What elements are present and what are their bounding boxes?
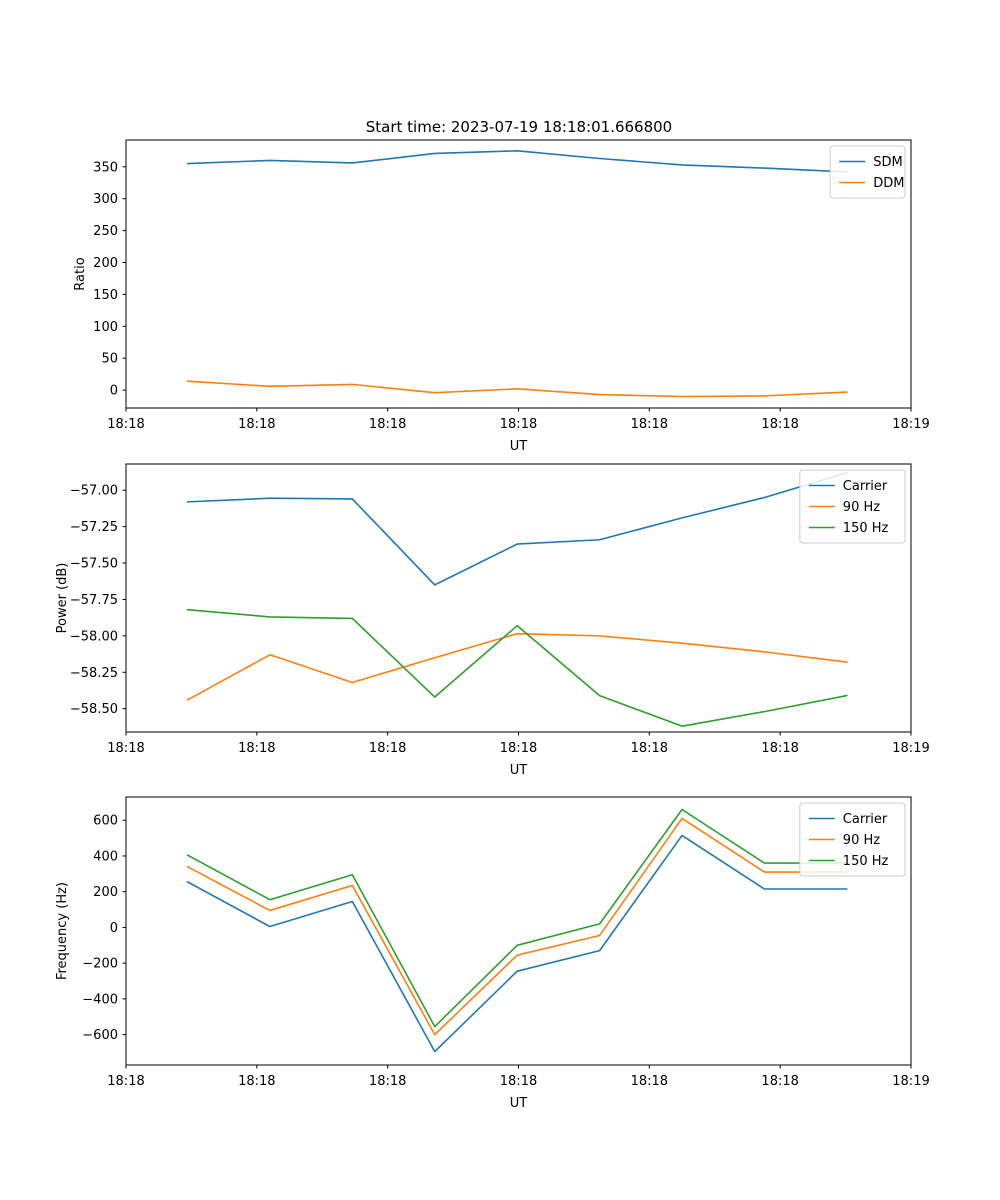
- legend-label-90-hz: 90 Hz: [843, 500, 880, 515]
- legend-label-sdm: SDM: [873, 155, 902, 170]
- y-tick-label: 200: [93, 885, 118, 900]
- y-tick-label: 600: [93, 814, 118, 829]
- x-tick-label: 18:18: [631, 741, 668, 756]
- y-tick-label: 250: [93, 224, 118, 239]
- subplot-frequency: 18:18 18:18 18:18 18:18 18:18 18:18 18:19 UT −60…: [55, 796, 930, 1111]
- x-tick-label: 18:18: [761, 1074, 798, 1089]
- legend-label-150-hz: 150 Hz: [843, 521, 889, 536]
- x-tick-label: 18:18: [107, 1074, 144, 1089]
- data-lines: [186, 808, 848, 1053]
- data-line-90-hz: [186, 817, 848, 1036]
- x-tick-label: 18:18: [369, 417, 406, 432]
- legend-box: [799, 802, 906, 877]
- x-tick-label: 18:19: [892, 1074, 929, 1089]
- data-lines: [186, 471, 848, 727]
- legend: Carrier 90 Hz 150 Hz: [799, 469, 906, 544]
- y-tick-label: −600: [82, 1028, 118, 1043]
- y-tick-label: −200: [82, 957, 118, 972]
- x-axis-label: UT: [510, 439, 528, 454]
- y-tick-label: −57.50: [70, 557, 118, 572]
- figure-title: Start time: 2023-07-19 18:18:01.666800: [366, 118, 672, 136]
- x-tick-label: 18:18: [107, 741, 144, 756]
- y-tick-label: 50: [101, 352, 118, 367]
- y-tick-label: 150: [93, 288, 118, 303]
- x-axis-label: UT: [510, 763, 528, 778]
- x-tick-label: 18:18: [631, 1074, 668, 1089]
- data-line-ddm: [186, 380, 848, 398]
- x-tick-label: 18:18: [238, 1074, 275, 1089]
- x-axis-label: UT: [510, 1096, 528, 1111]
- x-tick-label: 18:19: [892, 741, 929, 756]
- y-tick-label: −57.00: [70, 484, 118, 499]
- x-tick-label: 18:18: [500, 741, 537, 756]
- y-tick-label: −58.50: [70, 702, 118, 717]
- y-tick-label: −400: [82, 992, 118, 1007]
- data-line-150-hz: [186, 608, 848, 727]
- y-tick-label: −57.75: [70, 593, 118, 608]
- legend-box: [829, 145, 906, 199]
- x-axis: 18:18 18:18 18:18 18:18 18:18 18:18 18:19 UT: [107, 408, 930, 454]
- y-axis: 0 50 100 150 200 250 300 350 Ratio: [73, 160, 126, 399]
- legend: SDM DDM: [829, 145, 906, 199]
- x-tick-label: 18:18: [238, 417, 275, 432]
- subplot-ratio: 18:18 18:18 18:18 18:18 18:18 18:18 18:19 UT 0 50…: [73, 139, 930, 454]
- legend: Carrier 90 Hz 150 Hz: [799, 802, 906, 877]
- y-tick-label: 350: [93, 160, 118, 175]
- data-lines: [186, 150, 848, 398]
- data-line-carrier: [186, 471, 848, 586]
- y-tick-label: −57.25: [70, 520, 118, 535]
- y-tick-label: 0: [110, 384, 118, 399]
- legend-label-150-hz: 150 Hz: [843, 854, 889, 869]
- y-tick-label: 300: [93, 192, 118, 207]
- x-tick-label: 18:19: [892, 417, 929, 432]
- legend-label-carrier: Carrier: [843, 479, 888, 494]
- legend-label-90-hz: 90 Hz: [843, 833, 880, 848]
- data-line-sdm: [186, 150, 848, 173]
- x-tick-label: 18:18: [369, 741, 406, 756]
- x-tick-label: 18:18: [238, 741, 275, 756]
- y-tick-label: 200: [93, 256, 118, 271]
- y-tick-label: −58.00: [70, 629, 118, 644]
- x-tick-label: 18:18: [631, 417, 668, 432]
- y-axis: −57.00 −57.25 −57.50 −57.75 −58.00 −58.25 −58.…: [55, 484, 126, 717]
- y-tick-label: −58.25: [70, 666, 118, 681]
- data-line-carrier: [186, 834, 848, 1053]
- y-axis-label: Frequency (Hz): [55, 882, 70, 980]
- subplot-power: 18:18 18:18 18:18 18:18 18:18 18:18 18:19 UT −57…: [55, 463, 930, 778]
- y-tick-label: 400: [93, 849, 118, 864]
- y-tick-label: 0: [110, 921, 118, 936]
- x-tick-label: 18:18: [500, 417, 537, 432]
- y-axis: −600 −400 −200 0 200 400 600 Frequency (Hz): [55, 814, 126, 1043]
- y-axis-label: Ratio: [73, 257, 88, 290]
- x-tick-label: 18:18: [761, 741, 798, 756]
- x-axis: 18:18 18:18 18:18 18:18 18:18 18:18 18:19 UT: [107, 1065, 930, 1111]
- x-tick-label: 18:18: [369, 1074, 406, 1089]
- x-tick-label: 18:18: [107, 417, 144, 432]
- y-tick-label: 100: [93, 320, 118, 335]
- data-line-90-hz: [186, 632, 848, 701]
- x-tick-label: 18:18: [761, 417, 798, 432]
- legend-label-ddm: DDM: [873, 176, 904, 191]
- legend-label-carrier: Carrier: [843, 812, 888, 827]
- x-tick-label: 18:18: [500, 1074, 537, 1089]
- data-line-150-hz: [186, 808, 848, 1028]
- x-axis: 18:18 18:18 18:18 18:18 18:18 18:18 18:19 UT: [107, 732, 930, 778]
- y-axis-label: Power (dB): [55, 563, 70, 634]
- legend-box: [799, 469, 906, 544]
